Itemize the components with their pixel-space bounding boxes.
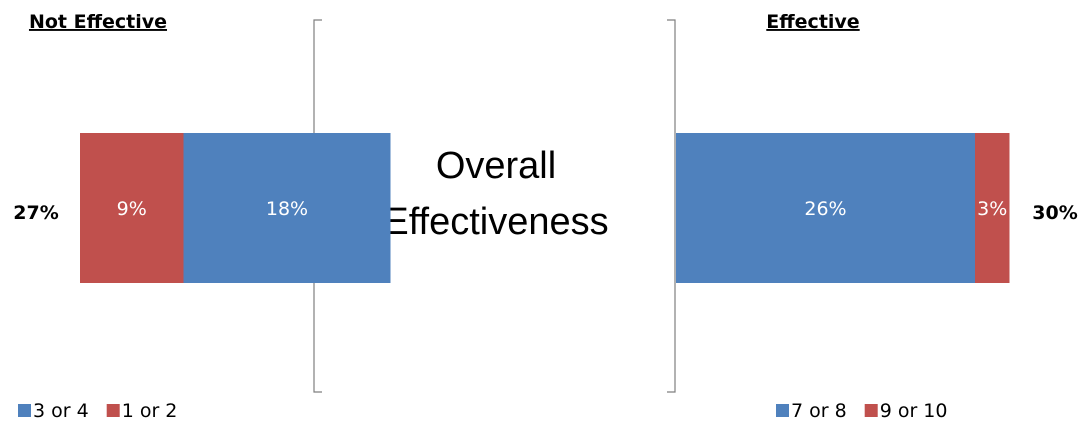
not-effective-legend-label-1-or-2: 1 or 2 — [122, 400, 178, 422]
not-effective-legend-swatch-1-or-2 — [106, 404, 120, 417]
not-effective-bar-label-1-or-2: 9% — [117, 198, 147, 220]
not-effective-heading: Not Effective — [29, 11, 167, 33]
not-effective-total: 27% — [13, 202, 58, 224]
effective-bar-9-or-10 — [975, 133, 1010, 283]
effective-bar-label-9-or-10: 3% — [977, 198, 1007, 220]
not-effective-bar-3-or-4 — [183, 133, 391, 283]
effective-legend-swatch-9-or-10 — [864, 404, 878, 417]
effective-heading: Effective — [766, 11, 859, 33]
not-effective-bar-1-or-2 — [80, 133, 184, 283]
not-effective-legend-swatch-3-or-4 — [18, 404, 31, 417]
effective-legend-label-7-or-8: 7 or 8 — [791, 400, 847, 422]
not-effective-bars: 9% 18% — [80, 133, 391, 283]
effective-bar-7-or-8 — [676, 133, 975, 283]
not-effective-bar-label-3-or-4: 18% — [266, 198, 308, 220]
effective-legend: 7 or 8 9 or 10 — [776, 400, 947, 422]
center-title-line-1: Overall — [436, 145, 556, 187]
center-title-line-2: Effectiveness — [383, 201, 608, 243]
right-bracket — [667, 19, 676, 393]
effective-legend-label-9-or-10: 9 or 10 — [880, 400, 948, 422]
not-effective-legend-label-3-or-4: 3 or 4 — [33, 400, 89, 422]
not-effective-legend: 3 or 4 1 or 2 — [18, 400, 177, 422]
effective-bar-label-7-or-8: 26% — [804, 198, 846, 220]
effective-legend-swatch-7-or-8 — [776, 404, 789, 417]
effective-total: 30% — [1032, 202, 1077, 224]
effective-bars: 26% 3% — [676, 133, 1010, 283]
